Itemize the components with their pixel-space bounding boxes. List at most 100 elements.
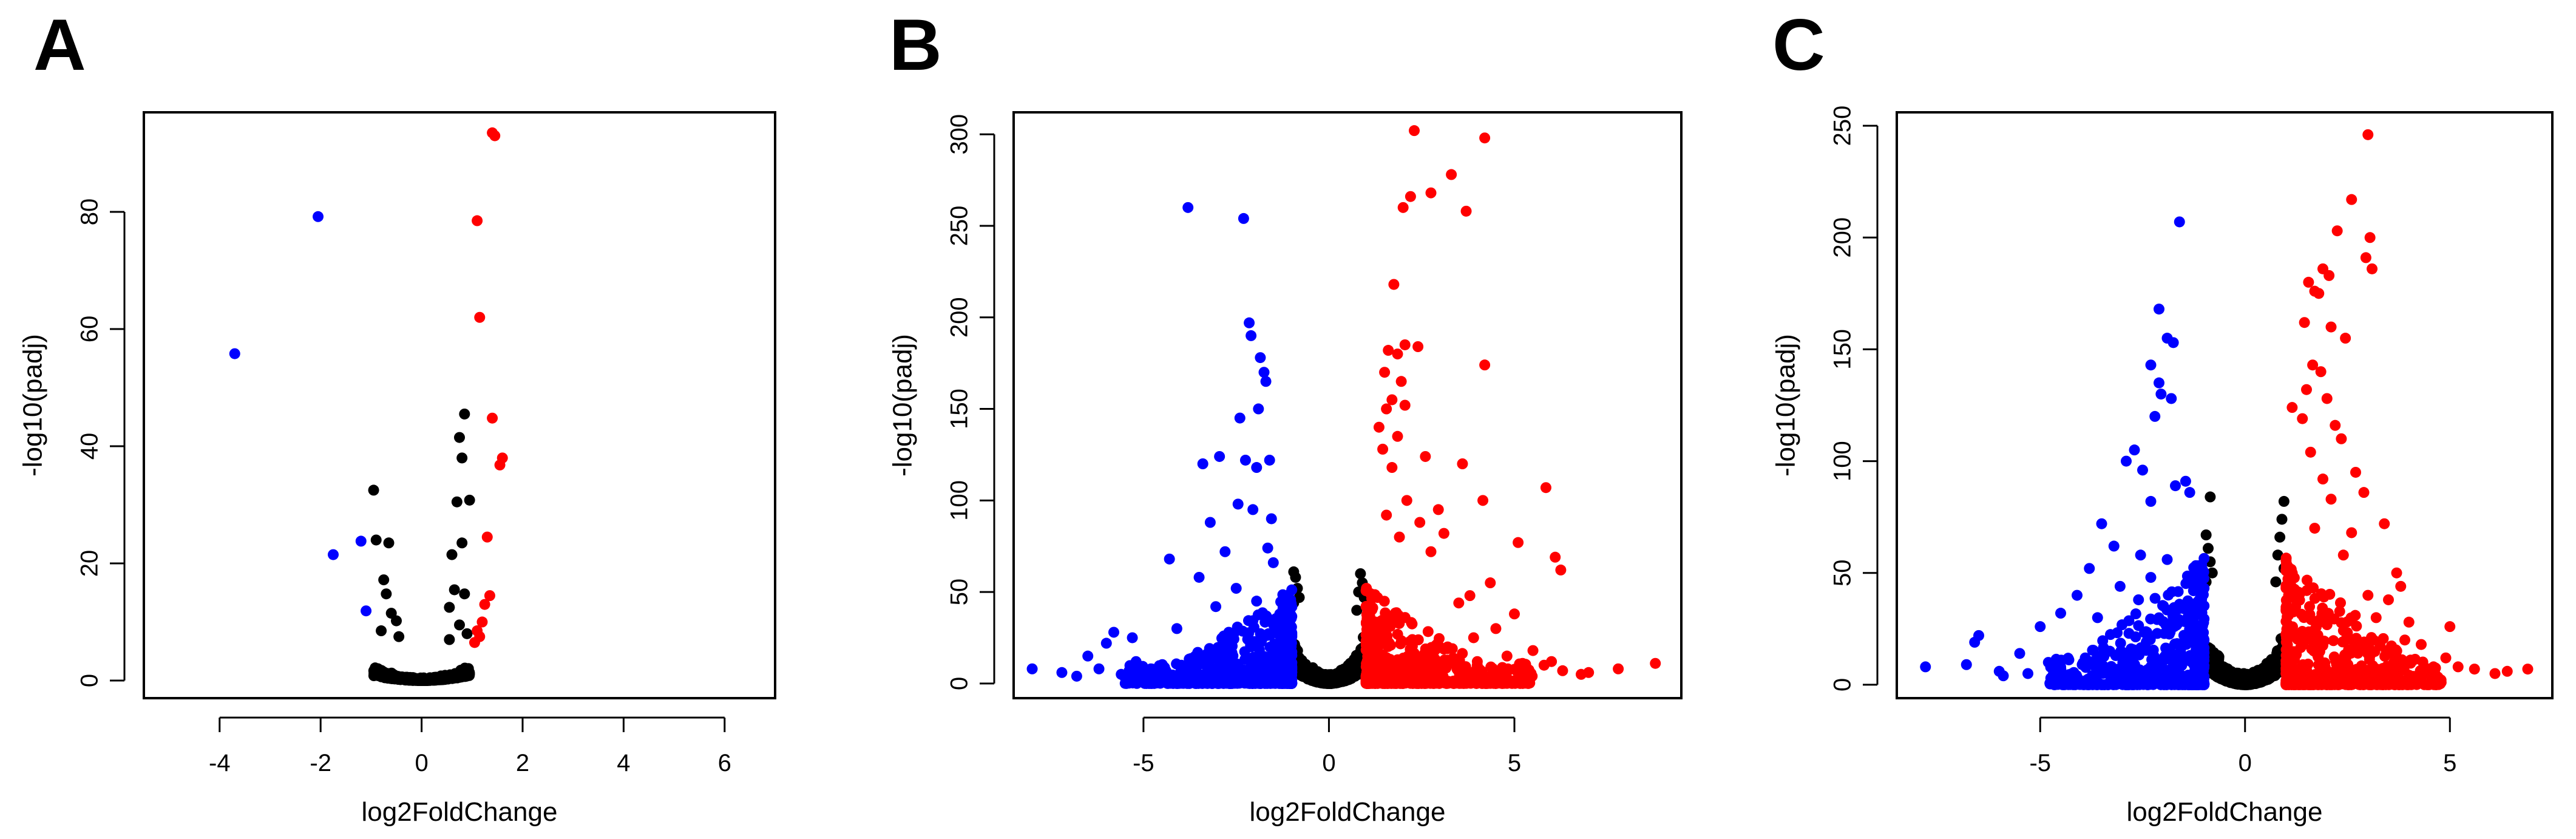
- point-up: [2345, 647, 2357, 659]
- point-down: [1267, 557, 1279, 568]
- point-down: [1263, 613, 1274, 624]
- point-down: [1221, 639, 1233, 650]
- point-up: [1410, 678, 1422, 689]
- point-down: [1246, 330, 1257, 341]
- point-ns: [454, 432, 465, 443]
- point-down: [1056, 667, 1068, 678]
- point-up: [1445, 656, 1457, 668]
- point-down: [1127, 632, 1138, 644]
- point-up: [1374, 623, 1386, 635]
- point-up: [1366, 593, 1378, 604]
- point-up: [2330, 419, 2341, 431]
- point-down: [1182, 202, 1194, 213]
- point-down: [1283, 645, 1295, 656]
- point-up: [2379, 518, 2390, 529]
- point-up: [2313, 659, 2324, 671]
- point-down: [2141, 627, 2153, 638]
- point-down: [1219, 546, 1231, 557]
- point-up: [2299, 611, 2310, 622]
- point-ns: [381, 588, 392, 600]
- point-up: [1391, 668, 1403, 679]
- point-down: [1193, 571, 1205, 583]
- y-tick-label: 200: [1829, 217, 1856, 258]
- point-up: [1407, 665, 1418, 677]
- point-up: [2340, 333, 2351, 344]
- point-down: [2077, 657, 2089, 668]
- point-down: [1210, 601, 1222, 613]
- point-ns: [463, 663, 474, 674]
- point-up: [2370, 612, 2382, 623]
- point-down: [1194, 658, 1205, 670]
- point-ns: [456, 537, 468, 549]
- point-up: [2391, 567, 2402, 579]
- point-down: [2129, 444, 2140, 456]
- point-ns: [391, 615, 402, 627]
- x-tick-label: -4: [209, 750, 231, 776]
- point-up: [1420, 450, 1431, 462]
- point-down: [1192, 647, 1204, 658]
- point-up: [2345, 612, 2357, 623]
- point-down: [1264, 454, 1275, 466]
- y-tick-label: 50: [1829, 559, 1856, 586]
- point-down: [1286, 598, 1297, 610]
- point-down: [1232, 498, 1244, 510]
- point-up: [1377, 443, 1389, 455]
- point-down: [1100, 637, 1112, 649]
- point-down: [1201, 648, 1213, 660]
- y-tick-label: 250: [946, 206, 973, 246]
- point-up: [1381, 403, 1392, 415]
- point-up: [1409, 125, 1420, 137]
- point-up: [1576, 668, 1587, 680]
- point-down: [1234, 412, 1246, 424]
- point-ns: [2203, 543, 2214, 554]
- point-down: [2196, 637, 2208, 649]
- point-up: [1485, 577, 1496, 589]
- point-down: [1266, 513, 1277, 525]
- point-ns: [444, 634, 455, 645]
- point-down: [1214, 450, 1225, 462]
- point-ns: [444, 602, 455, 613]
- point-up: [2323, 270, 2335, 281]
- point-down: [1164, 553, 1175, 565]
- point-down: [1286, 612, 1297, 623]
- point-up: [1399, 399, 1411, 411]
- point-up: [2405, 654, 2416, 666]
- point-down: [2198, 617, 2209, 628]
- point-up: [2301, 574, 2313, 586]
- point-down: [2154, 304, 2164, 315]
- point-up: [2403, 616, 2415, 628]
- point-ns: [449, 584, 460, 596]
- y-tick-label: 100: [946, 480, 973, 521]
- plot-frame: [143, 111, 776, 699]
- point-up: [1370, 654, 1381, 666]
- point-down: [1082, 650, 1094, 662]
- point-down: [1969, 636, 1981, 648]
- point-down: [2022, 668, 2033, 679]
- panel-a: A-4 -2 0 2 4 6log2FoldChange020406080-log10(p…: [18, 4, 776, 827]
- point-up: [2522, 664, 2534, 675]
- point-down: [2130, 669, 2141, 681]
- point-down: [1262, 542, 1273, 554]
- point-up: [1395, 376, 1407, 387]
- point-up: [1392, 348, 1403, 360]
- point-up: [2325, 494, 2337, 505]
- point-down: [2050, 668, 2062, 680]
- point-ns: [456, 452, 468, 464]
- point-up: [2416, 639, 2427, 650]
- point-up: [2317, 602, 2328, 614]
- point-up: [1527, 645, 1539, 656]
- point-up: [1468, 632, 1479, 644]
- point-up: [2303, 276, 2314, 288]
- point-down: [361, 605, 372, 617]
- point-up: [2325, 321, 2337, 333]
- point-up: [2360, 252, 2371, 263]
- point-up: [2285, 580, 2296, 591]
- point-down: [2014, 648, 2025, 659]
- point-ns: [2257, 665, 2269, 676]
- point-ns: [383, 537, 395, 549]
- point-up: [1425, 187, 1437, 199]
- panel-label: A: [33, 4, 86, 86]
- point-down: [2134, 649, 2145, 661]
- point-down: [1151, 667, 1163, 678]
- point-down: [1260, 376, 1272, 387]
